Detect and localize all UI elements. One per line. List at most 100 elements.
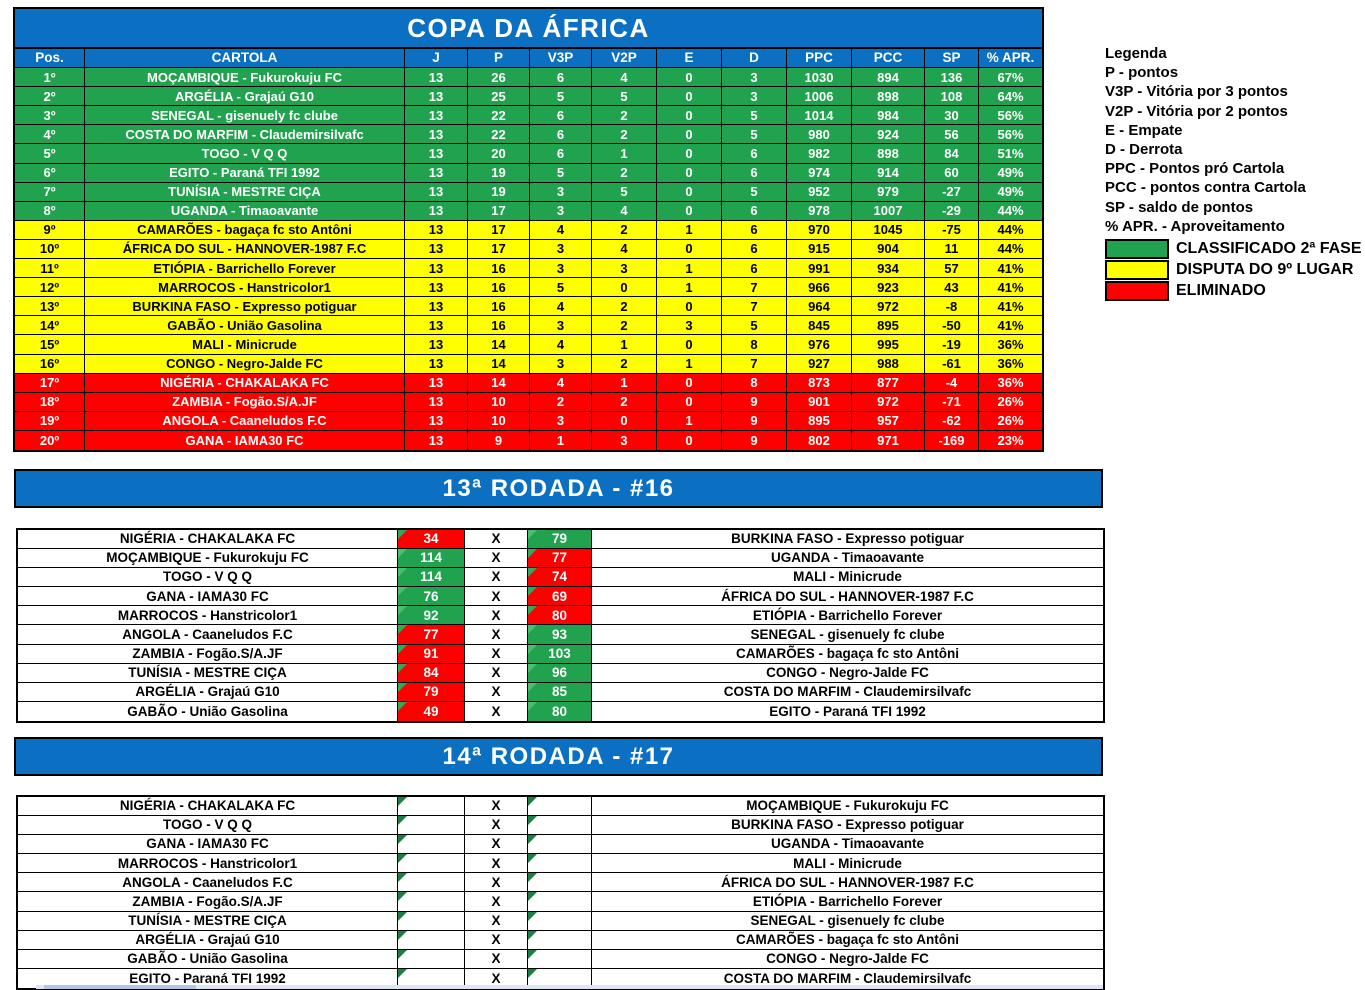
green-corner-flag-icon <box>398 892 407 902</box>
draws-cell: 0 <box>657 201 722 221</box>
v3p-cell: 3 <box>530 182 592 202</box>
sp-cell: -19 <box>925 335 979 355</box>
pos-cell: 17º <box>15 373 85 393</box>
pos-cell: 2º <box>15 87 85 107</box>
losses-cell: 3 <box>722 68 787 88</box>
green-corner-flag-icon <box>398 701 407 711</box>
pcc-cell: 934 <box>852 259 925 279</box>
pos-cell: 4º <box>15 125 85 145</box>
games-cell: 13 <box>405 239 468 260</box>
standings-header-cell: E <box>657 49 722 69</box>
green-corner-flag-icon <box>398 663 407 673</box>
ppc-cell: 991 <box>787 259 852 279</box>
v3p-cell: 6 <box>530 106 592 126</box>
pos-cell: 15º <box>15 335 85 355</box>
away-score-cell: 77 <box>528 549 592 569</box>
v2p-cell: 0 <box>592 411 657 431</box>
pcc-cell: 971 <box>852 430 925 450</box>
losses-cell: 6 <box>722 239 787 260</box>
away-team-cell: MOÇAMBIQUE - Fukurokuju FC <box>592 797 1103 817</box>
team-cell: TUNÍSIA - MESTRE CIÇA <box>85 182 405 202</box>
standings-row: 4º COSTA DO MARFIM - Claudemirsilvafc 13 22… <box>15 125 1042 145</box>
pcc-cell: 923 <box>852 278 925 298</box>
home-score-cell: 79 <box>398 682 465 702</box>
standings-row: 1º MOÇAMBIQUE - Fukurokuju FC 13 26 6 4 0 3 1030… <box>15 68 1042 88</box>
losses-cell: 7 <box>722 354 787 374</box>
ppc-cell: 845 <box>787 316 852 336</box>
green-corner-flag-icon <box>398 835 407 845</box>
horizontal-scrollbar[interactable] <box>36 985 1103 989</box>
pos-cell: 1º <box>15 68 85 88</box>
vs-cell: X <box>465 816 528 836</box>
draws-cell: 1 <box>657 259 722 279</box>
standings-row: 15º MALI - Minicrude 13 14 4 1 0 8 976 995 -19 36% <box>15 335 1042 355</box>
points-cell: 10 <box>468 392 530 412</box>
away-score-cell <box>528 854 592 874</box>
legend-key: ELIMINADO <box>1105 281 1362 302</box>
legend-line: SP - saldo de pontos <box>1105 198 1254 216</box>
green-corner-flag-icon <box>528 606 537 616</box>
green-corner-flag-icon <box>398 568 407 578</box>
apr-cell: 64% <box>979 87 1042 107</box>
team-cell: ZAMBIA - Fogão.S/A.JF <box>85 392 405 412</box>
draws-cell: 0 <box>657 297 722 317</box>
apr-cell: 23% <box>979 430 1042 450</box>
vs-cell: X <box>465 663 528 683</box>
away-score-cell: 80 <box>528 606 592 626</box>
team-cell: UGANDA - Timaoavante <box>85 201 405 221</box>
sp-cell: -62 <box>925 411 979 431</box>
away-score-cell: 74 <box>528 568 592 588</box>
apr-cell: 49% <box>979 163 1042 183</box>
points-cell: 16 <box>468 259 530 279</box>
horizontal-scrollbar-thumb[interactable] <box>44 985 196 989</box>
ppc-cell: 873 <box>787 373 852 393</box>
green-corner-flag-icon <box>398 816 407 826</box>
ppc-cell: 982 <box>787 144 852 164</box>
legend-line: PPC - Pontos pró Cartola <box>1105 160 1285 178</box>
standings-row: 18º ZAMBIA - Fogão.S/A.JF 13 10 2 2 0 9 901 972 -7… <box>15 392 1042 412</box>
home-team-cell: ARGÉLIA - Grajaú G10 <box>18 682 398 702</box>
standings-row: 14º GABÃO - União Gasolina 13 16 3 2 3 5 845 895-… <box>15 316 1042 336</box>
losses-cell: 8 <box>722 335 787 355</box>
pos-cell: 20º <box>15 430 85 450</box>
losses-cell: 7 <box>722 297 787 317</box>
fixture-row: MARROCOS - Hanstricolor1 92 X 80 ETIÓPIA - B… <box>18 606 1103 626</box>
v3p-cell: 3 <box>530 316 592 336</box>
apr-cell: 44% <box>979 201 1042 221</box>
v2p-cell: 2 <box>592 392 657 412</box>
v2p-cell: 2 <box>592 316 657 336</box>
losses-cell: 9 <box>722 411 787 431</box>
pcc-cell: 894 <box>852 68 925 88</box>
losses-cell: 6 <box>722 163 787 183</box>
fixture-row: GABÃO - União Gasolina X CONGO - Negro-Jal… <box>18 949 1103 969</box>
green-corner-flag-icon <box>398 530 407 539</box>
ppc-cell: 970 <box>787 220 852 240</box>
v3p-cell: 4 <box>530 373 592 393</box>
v2p-cell: 4 <box>592 201 657 221</box>
fixture-row: ZAMBIA - Fogão.S/A.JF X ETIÓPIA - Barriche… <box>18 892 1103 912</box>
sp-cell: 60 <box>925 163 979 183</box>
away-team-cell: BURKINA FASO - Expresso potiguar <box>592 530 1103 550</box>
losses-cell: 9 <box>722 392 787 412</box>
ppc-cell: 1030 <box>787 68 852 88</box>
standings-row: 16º CONGO - Negro-Jalde FC 13 14 3 2 1 7 927 988-… <box>15 354 1042 374</box>
vs-cell: X <box>465 968 528 988</box>
away-team-cell: MALI - Minicrude <box>592 854 1103 874</box>
home-team-cell: GABÃO - União Gasolina <box>18 949 398 969</box>
draws-cell: 0 <box>657 163 722 183</box>
pos-cell: 5º <box>15 144 85 164</box>
pcc-cell: 924 <box>852 125 925 145</box>
losses-cell: 3 <box>722 87 787 107</box>
pcc-cell: 979 <box>852 182 925 202</box>
standings-row: 17º NIGÉRIA - CHAKALAKA FC 13 14 4 1 0 8 873 877-… <box>15 373 1042 393</box>
losses-cell: 6 <box>722 259 787 279</box>
home-score-cell <box>398 854 465 874</box>
home-score-cell <box>398 816 465 836</box>
away-score-cell: 80 <box>528 701 592 721</box>
away-score-cell: 85 <box>528 682 592 702</box>
away-score-cell: 93 <box>528 625 592 645</box>
vs-cell: X <box>465 797 528 817</box>
ppc-cell: 802 <box>787 430 852 450</box>
home-team-cell: GANA - IAMA30 FC <box>18 835 398 855</box>
pos-cell: 11º <box>15 259 85 279</box>
